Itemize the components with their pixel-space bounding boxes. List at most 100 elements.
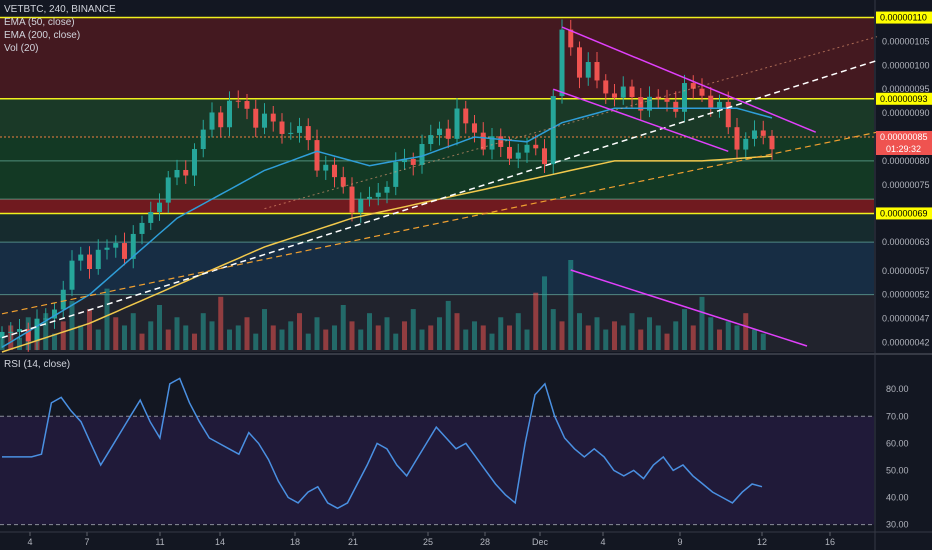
volume-bar <box>279 329 285 350</box>
volume-bar <box>227 329 232 350</box>
time-tick-label: 25 <box>423 537 433 547</box>
candle-body <box>165 177 171 203</box>
zone-band <box>0 242 874 295</box>
candle-body <box>559 29 565 97</box>
candle-body <box>428 135 434 145</box>
candle-body <box>122 243 127 259</box>
candle-body <box>69 260 75 290</box>
candle-body <box>157 202 162 213</box>
candle-body <box>690 83 696 89</box>
volume-bar <box>585 325 591 350</box>
candle-body <box>489 136 495 150</box>
price-tick-label: 0.00000105 <box>882 36 930 46</box>
volume-bar <box>489 333 495 350</box>
volume-bar <box>52 333 57 350</box>
time-tick-label: 21 <box>348 537 358 547</box>
time-tick-label: 7 <box>84 537 89 547</box>
orange-trendline <box>1 131 878 315</box>
volume-bar <box>270 325 276 350</box>
candle-body <box>209 112 215 130</box>
rsi-legend: RSI (14, close) <box>4 358 70 371</box>
zone-band <box>0 137 874 200</box>
time-tick-label: 9 <box>677 537 682 547</box>
candle-body <box>577 47 582 78</box>
candle-body <box>760 130 766 136</box>
volume-bar <box>629 313 635 350</box>
level-price-label: 0.00000110 <box>880 13 927 23</box>
volume-bar <box>577 313 582 350</box>
candle-body <box>655 96 661 99</box>
candle-body <box>78 254 84 261</box>
ema200-line <box>1 155 773 353</box>
time-tick-label: 4 <box>600 537 605 547</box>
candle-body <box>437 128 442 136</box>
volume-bar <box>183 325 189 350</box>
time-tick-label: Dec <box>532 537 549 547</box>
volume-bar <box>410 309 416 350</box>
time-tick-label: 16 <box>825 537 835 547</box>
candle-body <box>340 177 346 187</box>
candle-body <box>445 128 451 139</box>
candle-body <box>139 222 145 234</box>
volume-bar <box>655 325 661 350</box>
main-legend: VETBTC, 240, BINANCE EMA (50, close) EMA… <box>4 3 116 55</box>
candle-body <box>533 144 539 149</box>
volume-bar <box>743 313 749 350</box>
volume-bar <box>550 309 556 350</box>
candle-body <box>17 329 22 332</box>
candle-body <box>183 169 189 176</box>
candle-body <box>104 247 110 250</box>
candle-body <box>629 86 635 98</box>
zone-band <box>0 199 874 214</box>
volume-bar <box>752 329 757 350</box>
volume-bar <box>515 313 521 350</box>
candle-body <box>244 101 250 109</box>
rsi-zone-band <box>0 416 874 525</box>
candle-body <box>515 152 521 159</box>
candle-body <box>419 144 425 165</box>
candle-body <box>253 108 259 128</box>
candle-body <box>358 198 364 213</box>
volume-bar <box>349 321 355 350</box>
candle-body <box>673 101 679 112</box>
candle-body <box>743 138 749 150</box>
time-tick-label: 14 <box>215 537 225 547</box>
volume-bar <box>69 300 75 350</box>
candle-body <box>708 95 714 108</box>
candle-body <box>480 132 486 150</box>
level-price-tag <box>876 11 932 24</box>
price-tick-label: 0.00000052 <box>882 290 930 300</box>
rsi-tick-label: 30.00 <box>886 520 909 530</box>
volume-bar <box>384 317 390 350</box>
current-price-label: 0.00000085 <box>880 132 928 142</box>
candle-body <box>43 318 49 320</box>
rsi-tick-label: 70.00 <box>886 411 909 421</box>
candle-body <box>568 29 574 48</box>
volume-bar <box>244 317 250 350</box>
candle-body <box>410 158 416 165</box>
volume-bar <box>725 321 731 350</box>
volume-bar <box>734 325 740 350</box>
volume-bar <box>638 329 644 350</box>
candle-body <box>393 162 399 187</box>
volume-bar <box>437 317 442 350</box>
candle-body <box>734 127 740 150</box>
volume-bar <box>139 333 145 350</box>
level-price-label: 0.00000093 <box>880 94 928 104</box>
volume-bar <box>200 313 206 350</box>
volume-trendline <box>570 269 808 347</box>
volume-bar <box>375 325 381 350</box>
channel-upper <box>561 26 817 133</box>
price-tick-label: 0.00000075 <box>882 180 930 190</box>
volume-bar <box>507 325 512 350</box>
countdown-label: 01:29:32 <box>886 144 921 154</box>
candle-body <box>638 97 644 111</box>
volume-bar <box>699 296 705 350</box>
candle-body <box>200 129 206 150</box>
volume-bar <box>122 325 127 350</box>
volume-bar <box>78 325 84 350</box>
candle-body <box>270 113 276 122</box>
volume-bar <box>60 321 66 350</box>
price-tick-label: 0.00000057 <box>882 266 930 276</box>
volume-bar <box>305 333 311 350</box>
